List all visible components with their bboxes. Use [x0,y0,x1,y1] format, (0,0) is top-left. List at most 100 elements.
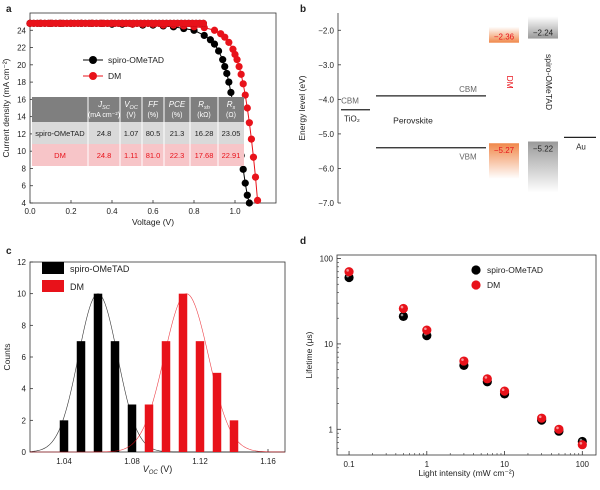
panel-d-legend-label: spiro-OMeTAD [487,265,543,275]
panel-a-point [241,91,249,99]
panel-c-series-1 [30,293,285,453]
panel-a-ytick-label: 18 [17,78,26,87]
panel-a-table-cell: 80.5 [146,129,161,138]
panel-c-ytick-label: 2 [22,416,27,425]
panel-d-point-highlight [346,269,349,272]
panel-c-legend-label: spiro-OMeTAD [70,264,130,274]
panel-d-point-highlight [538,415,542,419]
panel-a-table-header-unit: (%) [148,112,159,119]
panel-c-bar [127,404,137,452]
panel-b-ytick-label: −3.0 [318,61,334,70]
panel-a-table-cell: 23.05 [222,129,241,138]
panel-d-point [344,267,354,277]
panel-a-xtick-label: 0.8 [188,207,200,216]
panel-c-ytick-label: 10 [17,290,26,299]
panel-d-point [398,303,408,314]
panel-c-bar [178,293,188,452]
panel-a-table-header: Rsh [198,100,210,111]
panel-c-bar [161,341,171,452]
panel-d-point-highlight [501,388,505,392]
panel-a-table-header: JSC [97,100,110,111]
panel-a-table-header-unit: (V) [126,112,135,119]
panel-a-point [227,88,235,97]
panel-c-xtick-label: 1.04 [56,457,72,466]
panel-a-xtick-label: 0.4 [106,207,118,216]
panel-c-xtick-label: 1.16 [260,457,276,466]
panel-d-frame [336,254,597,456]
panel-a-table-cell: 22.91 [222,151,241,160]
panel-a-point [221,62,229,71]
panel-a-point [199,19,208,27]
panel-a-point [215,47,223,55]
panel-d-xtick-label: 1 [425,460,430,469]
panel-c-xlabel: VOC (V) [143,464,173,476]
panel-a-xtick-label: 0.0 [24,207,36,216]
dm-homo-value: −5.27 [494,146,515,155]
panel-c-bar [195,341,205,452]
panel-a-xlabel: Voltage (V) [132,217,174,227]
panel-c: c 1.04 1.08 1.12 1.16 0 2 4 6 8 10 12 VOC (V) Counts s… [2,246,286,476]
dm-lumo-bar [489,26,519,43]
spiro-label: spiro-OMeTAD [544,54,554,110]
panel-d-series-1 [344,267,587,450]
panel-a-table-cell: 81.0 [146,151,161,160]
panel-a-ytick-label: 12 [17,130,26,139]
panel-a-point [223,69,231,78]
panel-c-bar [59,420,69,452]
panel-b-letter: b [300,4,306,15]
panel-a-ytick-label: 4 [22,199,27,208]
panel-a-point [219,56,227,64]
panel-c-ytick-label: 4 [22,385,27,394]
panel-a-table-header: PCE [169,100,186,109]
panel-a-ytick-label: 6 [22,182,27,191]
panel-a-ytick-label: 24 [17,26,26,35]
panel-a-table-cell: DM [54,151,66,160]
panel-d: d 0.1 1 10 100 1 10 100 Light intensity (mW cm⁻²… [300,236,597,478]
panel-b-ytick-label: −2.0 [318,26,334,35]
panel-a-table-header-unit: (Ω) [226,112,236,119]
panel-c-xtick-label: 1.08 [124,457,140,466]
panel-a-letter: a [6,4,12,15]
panel-c-fit-curve [29,293,285,453]
panel-a-point [247,135,255,143]
panel-d-point [482,374,492,384]
panel-d-point [554,424,564,434]
au-label: Au [576,142,586,151]
panel-a-point [253,196,262,205]
panel-a-point [210,26,219,34]
panel-a-legend-marker [89,56,97,64]
panel-d-xlabel: Light intensity (mW cm⁻²) [418,468,514,478]
panel-d-point [537,413,547,423]
spiro-homo-value: −5.22 [533,145,554,154]
panel-b-ytick-label: −7.0 [318,199,334,208]
panel-a-point [225,38,233,46]
panel-b-ytick-label: −6.0 [318,164,334,173]
panel-a-table-header: FF [148,100,159,109]
panel-a-point [210,40,219,48]
panel-a-xtick-label: 0.6 [147,207,159,216]
panel-a-point [239,80,247,88]
panel-b-ytick-label: −4.0 [318,95,334,104]
panel-a-ytick-label: 10 [17,147,26,156]
panel-c-bar [93,293,103,452]
panel-d-point-highlight [579,442,583,445]
panel-d-xtick-label: 0.1 [343,460,355,469]
panel-a-table-row-bg [32,122,244,144]
panel-a-xtick-label: 1.0 [229,207,241,216]
panel-a-ytick-label: 22 [17,44,26,53]
panel-d-point-highlight [556,426,559,430]
panel-c-series-0 [29,293,285,453]
panel-b: b −2.0 −3.0 −4.0 −5.0 −6.0 −7.0 Energy level (e… [297,4,596,208]
spiro-lumo-value: −2.24 [533,29,554,38]
panel-a-point [233,56,241,64]
panel-a-point [221,33,229,41]
panel-c-bar [144,404,154,452]
panel-c-xtick-label: 1.12 [192,457,208,466]
panel-c-bar [76,341,86,452]
perovskite-label: Perovskite [393,116,433,126]
panel-a-table-header-unit: (kΩ) [197,112,210,119]
panel-d-ytick-label: 10 [324,340,333,349]
panel-d-legend-marker [471,280,481,290]
panel-a-table-cell: 24.8 [97,151,112,160]
panel-a-ytick-label: 20 [17,61,26,70]
